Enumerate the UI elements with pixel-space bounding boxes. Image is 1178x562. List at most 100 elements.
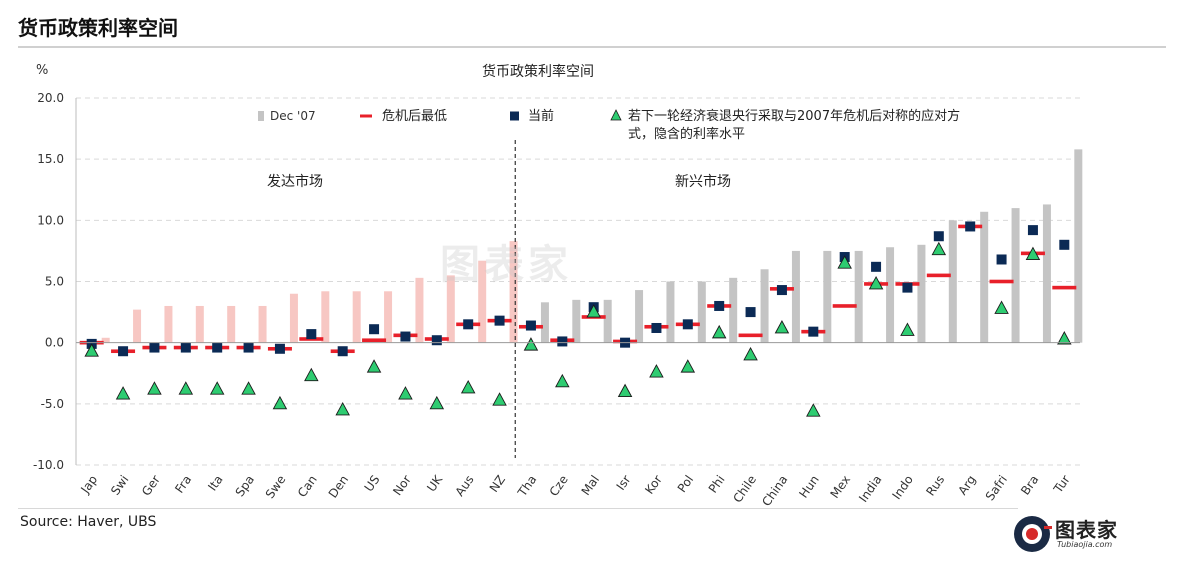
x-tick-label: NZ — [487, 473, 508, 495]
footer-divider — [18, 508, 1018, 509]
bar-dec07-arg — [980, 211, 989, 343]
legend-label-min: 危机后最低 — [382, 109, 447, 124]
x-tick-label: Tha — [515, 473, 540, 500]
square-current-nz — [494, 315, 505, 326]
source-note: Source: Haver, UBS — [20, 514, 157, 530]
y-tick-label: 15.0 — [37, 152, 64, 166]
bar-dec07-hun — [823, 250, 832, 343]
x-tick-label: Pol — [675, 473, 696, 495]
group-label-developed: 发达市场 — [267, 173, 323, 190]
triangle-implied-tur — [1057, 331, 1072, 345]
x-tick-label: Swi — [108, 473, 131, 498]
bar-dec07-bra — [1042, 204, 1051, 343]
square-current-hun — [808, 326, 819, 337]
bar-dec07-fra — [195, 305, 204, 343]
bar-dec07-mal — [603, 299, 612, 343]
square-current-ita — [212, 342, 223, 353]
square-current-cze — [557, 336, 568, 347]
square-current-bra — [1027, 225, 1038, 236]
legend-label-dec07: Dec '07 — [270, 109, 316, 123]
y-tick-label: 5.0 — [45, 275, 64, 289]
bar-dec07-china — [791, 250, 800, 343]
square-current-tur — [1059, 239, 1070, 250]
x-tick-label: Arg — [955, 473, 978, 498]
legend-label-implied-line2: 式，隐含的利率水平 — [628, 126, 745, 142]
bar-dec07-swi — [133, 309, 142, 343]
square-current-nor — [400, 331, 411, 342]
y-tick-label: 0.0 — [45, 336, 64, 350]
triangle-implied-chile — [743, 346, 758, 361]
bar-dec07-nz — [509, 241, 518, 343]
triangle-implied-mex — [837, 255, 852, 269]
legend-label-implied-line1: 若下一轮经济衰退央行采取与2007年危机后对称的应对方 — [628, 108, 960, 124]
bar-dec07-ita — [227, 305, 236, 343]
y-axis-label: % — [36, 63, 48, 78]
square-current-ger — [149, 342, 160, 353]
square-current-can — [306, 329, 317, 340]
legend: Dec '07 危机后最低 当前 若下一轮经济衰退央行采取与2007年危机后对称的应对… — [258, 108, 960, 142]
x-tick-label: Phi — [706, 473, 728, 496]
triangle-implied-bra — [1025, 246, 1041, 261]
logo-subtext: Tubiaojia.com — [1057, 540, 1113, 549]
x-tick-label: Rus — [923, 473, 947, 499]
page-title: 货币政策利率空间 — [18, 16, 178, 40]
x-tick-label: Fra — [172, 473, 194, 496]
bar-dec07-safri — [1011, 208, 1020, 343]
bar-dec07-mex — [854, 250, 863, 343]
square-current-swi — [118, 346, 129, 357]
x-tick-label: Ger — [139, 473, 163, 499]
triangle-implied-can — [304, 367, 319, 382]
triangle-implied-china — [774, 320, 790, 334]
x-tick-label: Den — [326, 473, 351, 501]
triangle-implied-uk — [429, 395, 445, 410]
bars-layer — [101, 149, 1083, 343]
square-current-kor — [651, 322, 662, 333]
square-current-india — [871, 261, 882, 272]
x-tick-label: Indo — [889, 473, 915, 502]
x-tick-label: Isr — [614, 473, 634, 493]
grid-layer — [76, 97, 1080, 466]
dash-min-us — [362, 338, 387, 343]
bar-dec07-phi — [729, 277, 738, 343]
triangle-implied-us — [366, 359, 382, 373]
triangle-implied-indo — [900, 322, 915, 336]
triangle-implied-swe — [272, 395, 288, 410]
triangle-implied-phi — [711, 324, 727, 339]
square-current-china — [776, 285, 787, 296]
triangle-implied-nor — [398, 386, 413, 400]
chart-svg: 货币政策利率空间 % 20.0 15.0 10.0 5.0 0.0 -5.0 -10.0 Ja… — [33, 63, 1083, 509]
y-tick-label: -10.0 — [33, 458, 64, 472]
bar-dec07-kor — [666, 281, 675, 343]
group-label-emerging: 新兴市场 — [675, 173, 731, 190]
x-tick-label: Aus — [453, 473, 477, 499]
dash-min-tur — [1052, 285, 1077, 290]
x-tick-label: Spa — [233, 473, 257, 500]
triangle-implied-mal — [586, 304, 601, 318]
x-tick-label: Jap — [77, 473, 100, 497]
square-current-us — [369, 324, 380, 335]
triangle-implied-aus — [460, 379, 476, 394]
triangle-implied-ger — [147, 381, 162, 395]
x-tick-label: Can — [295, 473, 320, 500]
triangle-implied-safri — [994, 300, 1009, 314]
legend-swatch-dec07 — [258, 111, 264, 121]
bar-dec07-nor — [415, 277, 424, 343]
square-current-phi — [714, 300, 725, 311]
triangle-implied-fra — [178, 381, 194, 395]
square-current-rus — [933, 231, 944, 242]
bar-dec07-can — [321, 291, 330, 343]
watermark: 图表家 — [440, 242, 572, 288]
triangle-implied-pol — [680, 359, 696, 373]
square-current-den — [337, 346, 348, 357]
square-current-aus — [463, 319, 474, 330]
square-current-pol — [682, 319, 693, 330]
square-current-fra — [180, 342, 191, 353]
square-current-spa — [243, 342, 254, 353]
legend-swatch-implied — [610, 109, 622, 121]
logo-text: 图表家 — [1055, 518, 1118, 542]
square-current-tha — [525, 320, 536, 331]
dash-min-rus — [926, 273, 951, 278]
x-tick-label: Safri — [983, 473, 1010, 504]
triangle-implied-india — [868, 276, 884, 290]
triangle-implied-isr — [617, 383, 633, 398]
